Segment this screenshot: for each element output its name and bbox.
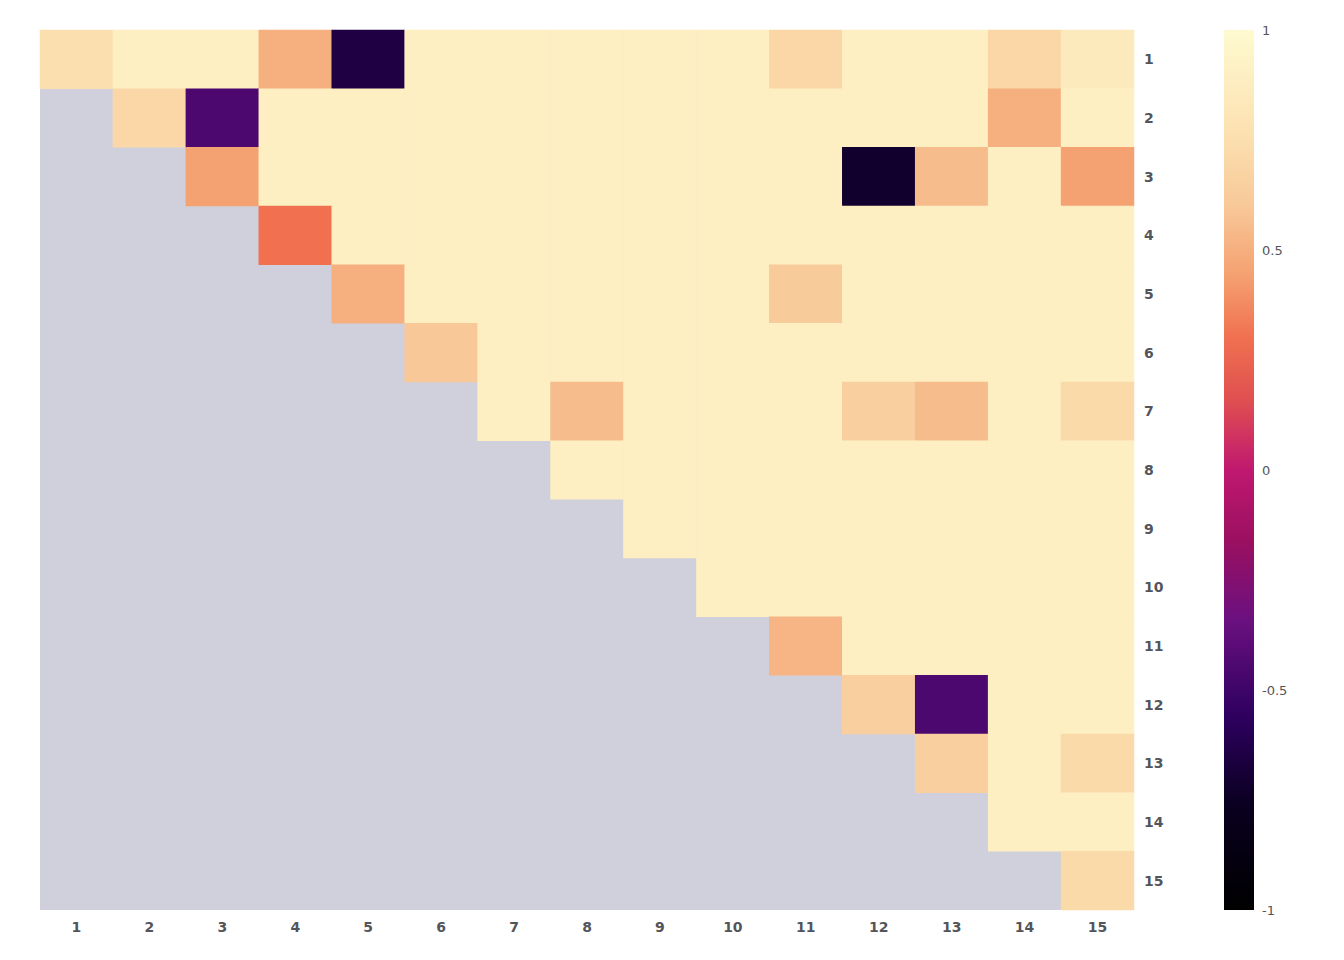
svg-text:15: 15 <box>1144 873 1163 889</box>
svg-text:10: 10 <box>723 919 743 935</box>
svg-text:5: 5 <box>363 919 373 935</box>
svg-text:8: 8 <box>582 919 592 935</box>
svg-text:6: 6 <box>436 919 446 935</box>
svg-text:6: 6 <box>1144 345 1154 361</box>
svg-text:4: 4 <box>290 919 300 935</box>
svg-text:11: 11 <box>1144 638 1163 654</box>
svg-text:13: 13 <box>942 919 961 935</box>
svg-text:15: 15 <box>1088 919 1107 935</box>
svg-text:9: 9 <box>655 919 665 935</box>
svg-text:12: 12 <box>869 919 888 935</box>
svg-text:2: 2 <box>145 919 155 935</box>
svg-text:3: 3 <box>1144 169 1154 185</box>
svg-text:2: 2 <box>1144 110 1154 126</box>
svg-text:4: 4 <box>1144 227 1154 243</box>
svg-text:9: 9 <box>1144 521 1154 537</box>
svg-text:7: 7 <box>1144 403 1154 419</box>
svg-text:1: 1 <box>1262 23 1270 38</box>
svg-text:14: 14 <box>1015 919 1035 935</box>
svg-text:10: 10 <box>1144 579 1164 595</box>
svg-text:1: 1 <box>72 919 82 935</box>
svg-text:0: 0 <box>1262 463 1270 478</box>
svg-text:-1: -1 <box>1262 903 1275 918</box>
svg-text:1: 1 <box>1144 51 1154 67</box>
svg-text:13: 13 <box>1144 755 1163 771</box>
svg-text:-0.5: -0.5 <box>1262 683 1287 698</box>
svg-text:3: 3 <box>217 919 227 935</box>
svg-text:0.5: 0.5 <box>1262 243 1283 258</box>
svg-text:7: 7 <box>509 919 519 935</box>
svg-text:14: 14 <box>1144 814 1164 830</box>
svg-text:5: 5 <box>1144 286 1154 302</box>
svg-text:12: 12 <box>1144 697 1163 713</box>
svg-text:8: 8 <box>1144 462 1154 478</box>
svg-text:11: 11 <box>796 919 815 935</box>
